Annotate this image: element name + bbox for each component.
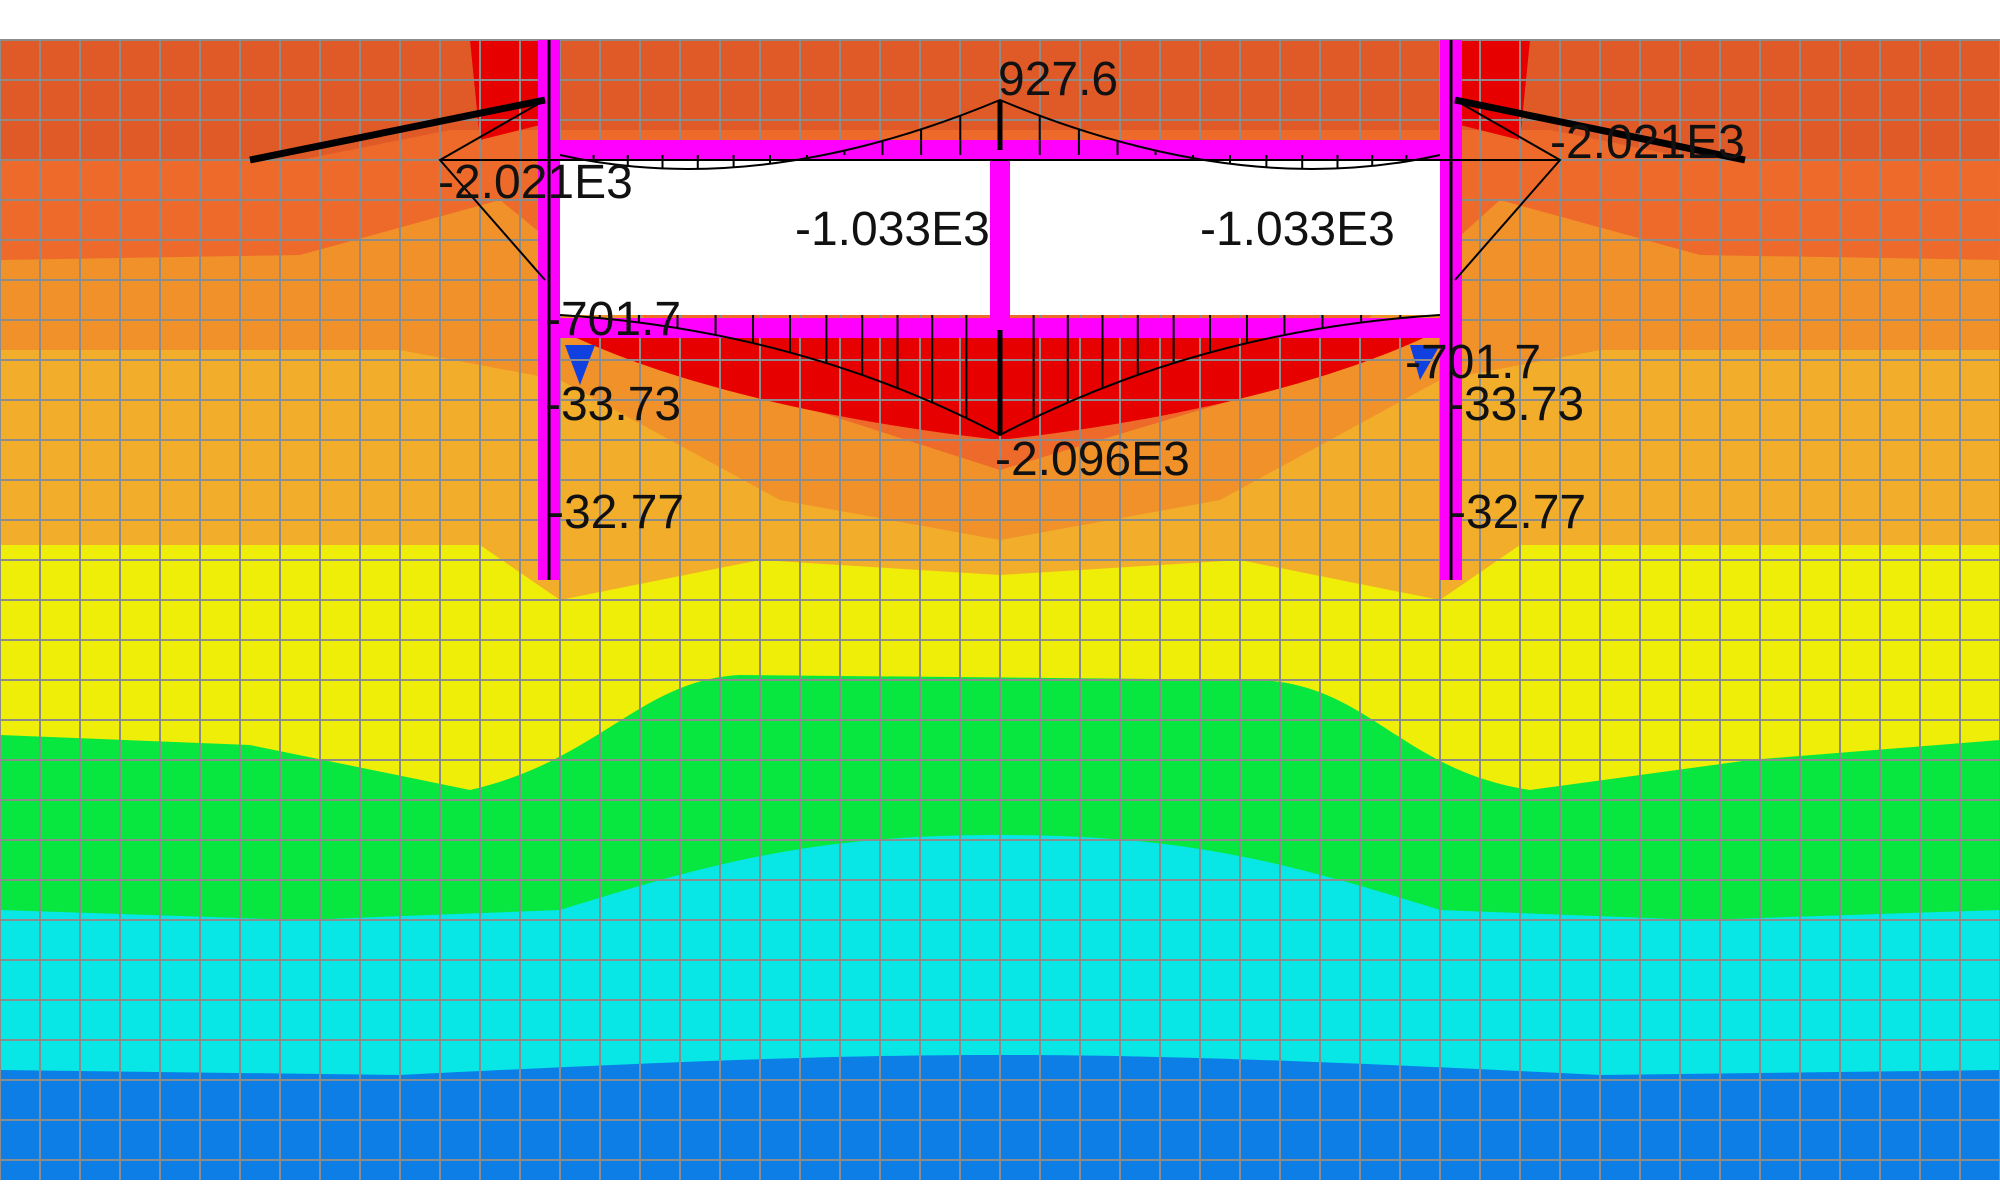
label-top-center: 927.6 xyxy=(998,53,1118,106)
diagram-hatching xyxy=(592,115,1408,419)
label-top-left: -2.021E3 xyxy=(438,156,633,209)
opening-left xyxy=(560,150,992,315)
left-anchor xyxy=(249,96,546,164)
left-wall-moment xyxy=(438,99,546,281)
label-corner-right: -701.7 xyxy=(1405,336,1541,389)
label-corner-left: -701.7 xyxy=(545,293,681,346)
label-top-right: -2.021E3 xyxy=(1550,116,1745,169)
label-wall-right-lower: -32.77 xyxy=(1450,486,1586,539)
label-roof-left: -1.033E3 xyxy=(795,203,990,256)
right-anchor xyxy=(1454,96,1746,164)
middle-wall xyxy=(990,150,1010,330)
right-wall-moment xyxy=(1454,99,1562,281)
contour-bands xyxy=(0,40,2000,1180)
label-wall-left-upper: -33.73 xyxy=(545,378,681,431)
box-culvert xyxy=(538,40,1462,580)
moment-diagram xyxy=(249,40,1746,580)
label-bottom-center: -2.096E3 xyxy=(995,433,1190,486)
value-labels: 927.6 -2.021E3 -2.021E3 -1.033E3 -1.033E… xyxy=(438,53,1745,539)
label-wall-left-lower: -32.77 xyxy=(548,486,684,539)
corner-stress-right xyxy=(1410,345,1440,380)
corner-stress-left xyxy=(565,345,595,385)
opening-right xyxy=(1008,150,1440,315)
label-roof-right: -1.033E3 xyxy=(1200,203,1395,256)
label-wall-right-upper: -33.73 xyxy=(1448,378,1584,431)
